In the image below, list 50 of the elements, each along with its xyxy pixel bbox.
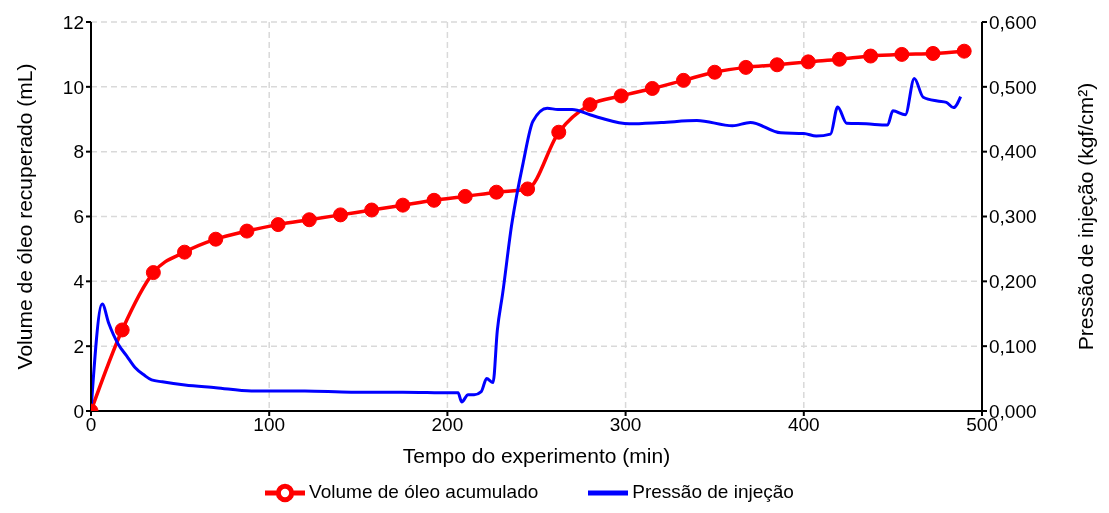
point	[457, 188, 473, 204]
point	[332, 207, 348, 223]
legend-label: Pressão de injeção	[632, 481, 794, 503]
point	[613, 88, 629, 104]
point	[177, 244, 193, 260]
point	[925, 45, 941, 61]
point	[208, 231, 224, 247]
y2-tick-label: 0,400	[989, 141, 1037, 163]
point	[676, 72, 692, 88]
point	[769, 57, 785, 73]
point	[395, 197, 411, 213]
point	[520, 181, 536, 197]
y-tick-label: 0	[73, 400, 84, 422]
y2-axis-title: Pressão de injeção (kgf/cm²)	[1073, 82, 1097, 351]
point	[956, 43, 972, 59]
y2-tick-label: 0,200	[989, 271, 1037, 293]
y-tick-label: 6	[73, 206, 84, 228]
x-axis-title: Tempo do experimento (min)	[402, 444, 671, 467]
point	[582, 97, 598, 113]
legend-label: Volume de óleo acumulado	[309, 481, 539, 503]
y-axis-title: Volume de óleo recuperado (mL)	[12, 63, 36, 370]
x-tick-label: 100	[253, 414, 286, 436]
point	[831, 51, 847, 67]
point	[488, 184, 504, 200]
point	[270, 217, 286, 233]
y2-tick-label: 0,600	[989, 11, 1037, 33]
y-tick-label: 12	[62, 11, 84, 33]
x-tick-label: 400	[787, 414, 820, 436]
y2-tick-label: 0,100	[989, 335, 1037, 357]
point	[644, 80, 660, 96]
point	[863, 48, 879, 64]
y-tick-label: 8	[73, 141, 84, 163]
point	[239, 223, 255, 239]
y-tick-label: 10	[62, 76, 84, 98]
point	[894, 46, 910, 62]
y2-tick-label: 0,500	[989, 76, 1037, 98]
point	[800, 54, 816, 70]
y-tick-label: 2	[73, 335, 84, 357]
point	[145, 265, 161, 281]
point	[551, 124, 567, 140]
point	[707, 64, 723, 80]
y-tick-label: 4	[73, 271, 85, 293]
x-tick-label: 300	[609, 414, 642, 436]
point	[738, 59, 754, 75]
point	[364, 202, 380, 218]
point	[301, 212, 317, 228]
y2-tick-label: 0,300	[989, 206, 1037, 228]
point	[114, 322, 130, 338]
x-tick-label: 200	[431, 414, 464, 436]
point	[426, 192, 442, 208]
